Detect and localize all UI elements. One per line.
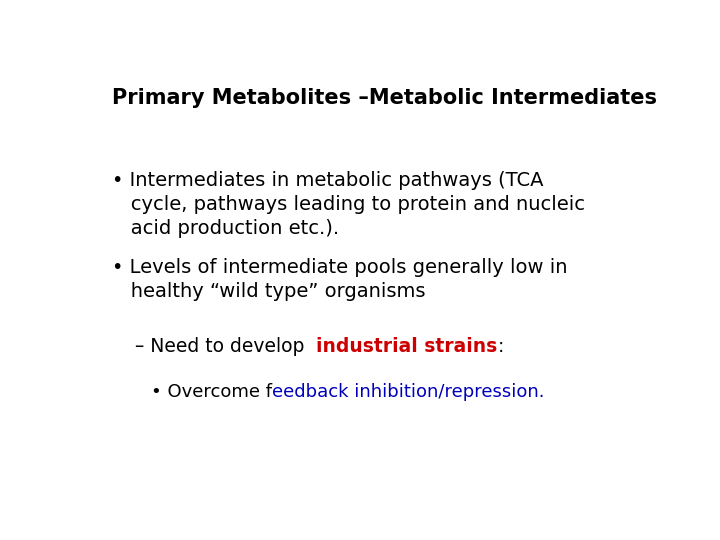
Text: eedback inhibition/repression.: eedback inhibition/repression. xyxy=(272,383,545,401)
Text: • Levels of intermediate pools generally low in
   healthy “wild type” organisms: • Levels of intermediate pools generally… xyxy=(112,258,568,301)
Text: Primary Metabolites –Metabolic Intermediates: Primary Metabolites –Metabolic Intermedi… xyxy=(112,87,657,107)
Text: industrial strains: industrial strains xyxy=(316,337,498,356)
Text: :: : xyxy=(498,337,504,356)
Text: • Overcome f: • Overcome f xyxy=(151,383,272,401)
Text: • Intermediates in metabolic pathways (TCA
   cycle, pathways leading to protein: • Intermediates in metabolic pathways (T… xyxy=(112,171,585,238)
Text: – Need to develop: – Need to develop xyxy=(135,337,316,356)
